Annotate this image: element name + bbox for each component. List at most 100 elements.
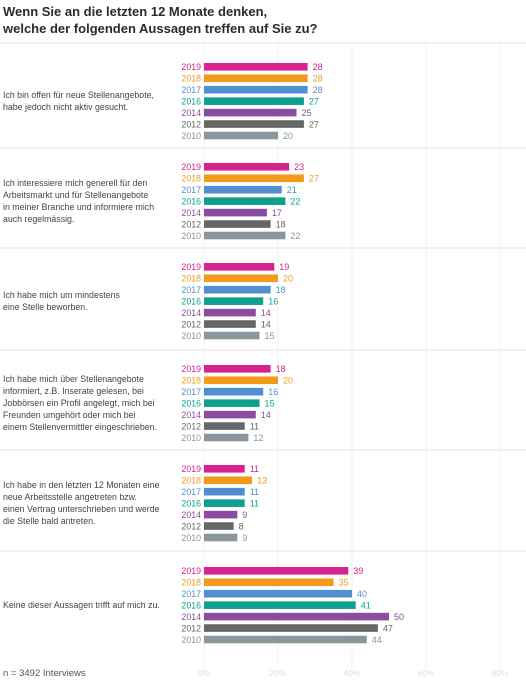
- value-label: 18: [276, 285, 286, 295]
- value-label: 9: [242, 533, 247, 543]
- value-label: 9: [242, 510, 247, 520]
- year-label: 2016: [181, 498, 201, 508]
- bar: [204, 499, 245, 507]
- value-label: 44: [372, 635, 382, 645]
- value-label: 22: [290, 196, 300, 206]
- value-label: 20: [283, 131, 293, 141]
- value-label: 22: [290, 231, 300, 241]
- value-label: 41: [361, 600, 371, 610]
- value-label: 14: [261, 319, 271, 329]
- bar: [204, 365, 271, 373]
- value-label: 39: [353, 566, 363, 576]
- year-label: 2010: [181, 635, 201, 645]
- bar: [204, 174, 304, 183]
- value-label: 28: [313, 85, 323, 95]
- x-tick-label: 0%: [198, 668, 211, 678]
- year-label: 2012: [181, 119, 201, 129]
- bar: [204, 263, 275, 271]
- year-label: 2014: [181, 510, 201, 520]
- bar: [204, 399, 260, 407]
- category-label: Ich habe mich über Stellenangebote inform…: [3, 374, 157, 432]
- category-label-line: habe jedoch nicht aktiv gesucht.: [3, 102, 128, 112]
- category-label: Keine dieser Aussagen trifft auf mich zu…: [3, 600, 160, 610]
- year-label: 2012: [181, 623, 201, 633]
- value-label: 35: [339, 578, 349, 588]
- chart-title: Wenn Sie an die letzten 12 Monate denken…: [3, 3, 503, 37]
- year-label: 2010: [181, 533, 201, 543]
- value-label: 17: [272, 208, 282, 218]
- bar: [204, 97, 304, 105]
- year-label: 2018: [181, 578, 201, 588]
- value-label: 19: [279, 262, 289, 272]
- bar: [204, 612, 389, 621]
- category-label-line: eine Stelle beworben.: [3, 302, 88, 312]
- category-label-line: auch regelmässig.: [3, 214, 74, 224]
- bar: [204, 285, 271, 294]
- bar: [204, 465, 245, 473]
- bar: [204, 635, 367, 644]
- year-label: 2012: [181, 319, 201, 329]
- value-label: 18: [276, 364, 286, 374]
- year-label: 2019: [181, 262, 201, 272]
- value-label: 11: [250, 487, 259, 497]
- category-label-line: Ich bin offen für neue Stellenangebote,: [3, 90, 154, 100]
- bar: [204, 510, 238, 519]
- year-label: 2019: [181, 62, 201, 72]
- bar: [204, 220, 271, 228]
- year-label: 2016: [181, 600, 201, 610]
- value-label: 14: [261, 308, 271, 318]
- bar: [204, 331, 260, 340]
- bar: [204, 624, 378, 632]
- category-label-line: neue Arbeitsstelle angetreten bzw.: [3, 492, 137, 502]
- year-label: 2014: [181, 308, 201, 318]
- year-label: 2017: [181, 487, 201, 497]
- year-label: 2014: [181, 208, 201, 218]
- bar: [204, 376, 278, 385]
- category-label-line: Ich habe in den letzten 12 Monaten eine: [3, 480, 160, 490]
- value-label: 40: [357, 589, 367, 599]
- year-label: 2018: [181, 274, 201, 284]
- bar: [204, 274, 278, 283]
- year-label: 2014: [181, 410, 201, 420]
- category-label-line: Ich interessiere mich generell für den: [3, 178, 147, 188]
- chart-title-line-2: welche der folgenden Aussagen treffen au…: [3, 21, 318, 36]
- category-label-line: Arbeitsmarkt und für Stellenangebote: [3, 190, 148, 200]
- bar: [204, 387, 264, 396]
- value-label: 27: [309, 174, 319, 184]
- year-label: 2016: [181, 296, 201, 306]
- category-label-line: informiert, z.B. Inserate gelesen, bei: [3, 386, 144, 396]
- bar: [204, 120, 304, 128]
- value-label: 28: [313, 74, 323, 84]
- year-label: 2012: [181, 219, 201, 229]
- bar: [204, 63, 308, 71]
- year-label: 2019: [181, 162, 201, 172]
- value-label: 14: [261, 410, 271, 420]
- year-label: 2017: [181, 185, 201, 195]
- bar: [204, 410, 256, 419]
- bar: [204, 197, 286, 205]
- year-label: 2019: [181, 464, 201, 474]
- year-label: 2018: [181, 174, 201, 184]
- bar: [204, 231, 286, 240]
- value-label: 13: [257, 476, 267, 486]
- bar: [204, 533, 238, 542]
- value-label: 28: [313, 62, 323, 72]
- bar: [204, 131, 278, 140]
- year-label: 2019: [181, 566, 201, 576]
- value-label: 11: [250, 464, 259, 474]
- bar: [204, 308, 256, 317]
- category-label: Ich habe in den letzten 12 Monaten eine n…: [3, 480, 160, 526]
- value-label: 15: [265, 331, 275, 341]
- category-label-line: Ich habe mich um mindestens: [3, 290, 120, 300]
- category-label-line: Jobbörsen ein Profil angelegt, mich bei: [3, 398, 155, 408]
- bar: [204, 522, 234, 530]
- bar: [204, 422, 245, 430]
- year-label: 2017: [181, 589, 201, 599]
- value-label: 18: [276, 219, 286, 229]
- year-label: 2016: [181, 196, 201, 206]
- category-label: Ich interessiere mich generell für den Ar…: [3, 178, 154, 224]
- x-tick-label: 40%: [343, 668, 360, 678]
- x-tick-label: 60%: [417, 668, 434, 678]
- chart-title-line-1: Wenn Sie an die letzten 12 Monate denken…: [3, 4, 268, 19]
- value-label: 11: [250, 498, 259, 508]
